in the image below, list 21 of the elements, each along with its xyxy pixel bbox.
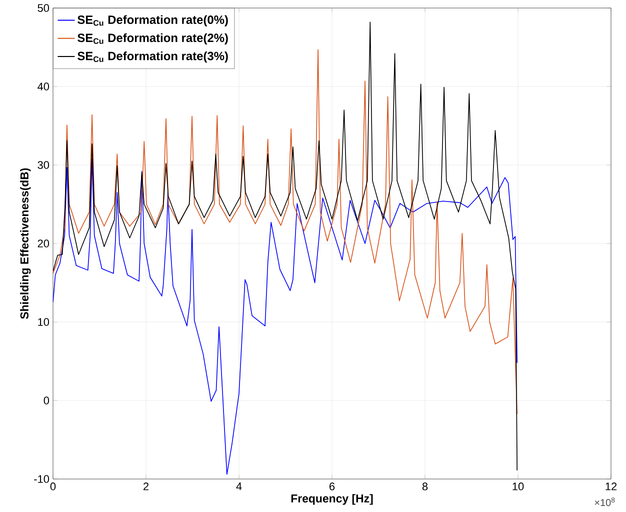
x-tick-label: 0 xyxy=(50,482,56,490)
x-tick-label: 10 xyxy=(512,482,524,490)
y-tick-label: 40 xyxy=(38,82,50,90)
x-tick-label: 4 xyxy=(236,482,242,490)
y-tick-label: -10 xyxy=(34,475,50,483)
y-tick-label: 50 xyxy=(38,4,50,12)
legend-label: SE$_{Cu}$ Deformation rate(2%) xyxy=(78,33,228,44)
y-tick-label: 10 xyxy=(38,318,50,326)
y-tick-label: 20 xyxy=(38,240,50,248)
y-tick-label: 0 xyxy=(44,396,50,404)
legend-label: SE$_{Cu}$ Deformation rate(3%) xyxy=(78,51,228,63)
y-axis-title: Shielding Effectiveness(dB) xyxy=(20,168,31,319)
x-tick-label: 8 xyxy=(422,482,428,490)
x-axis-title: Frequency [Hz] xyxy=(291,494,373,505)
x-tick-label: 12 xyxy=(606,482,617,490)
x-tick-label: 2 xyxy=(144,482,148,490)
y-tick-label: 30 xyxy=(38,161,50,169)
text: ×10$^{8}$ xyxy=(594,498,615,506)
legend-label: SE$_{Cu}$ Deformation rate(0%) xyxy=(78,15,228,26)
line-series xyxy=(53,49,518,414)
x-tick-label: 6 xyxy=(330,482,335,490)
